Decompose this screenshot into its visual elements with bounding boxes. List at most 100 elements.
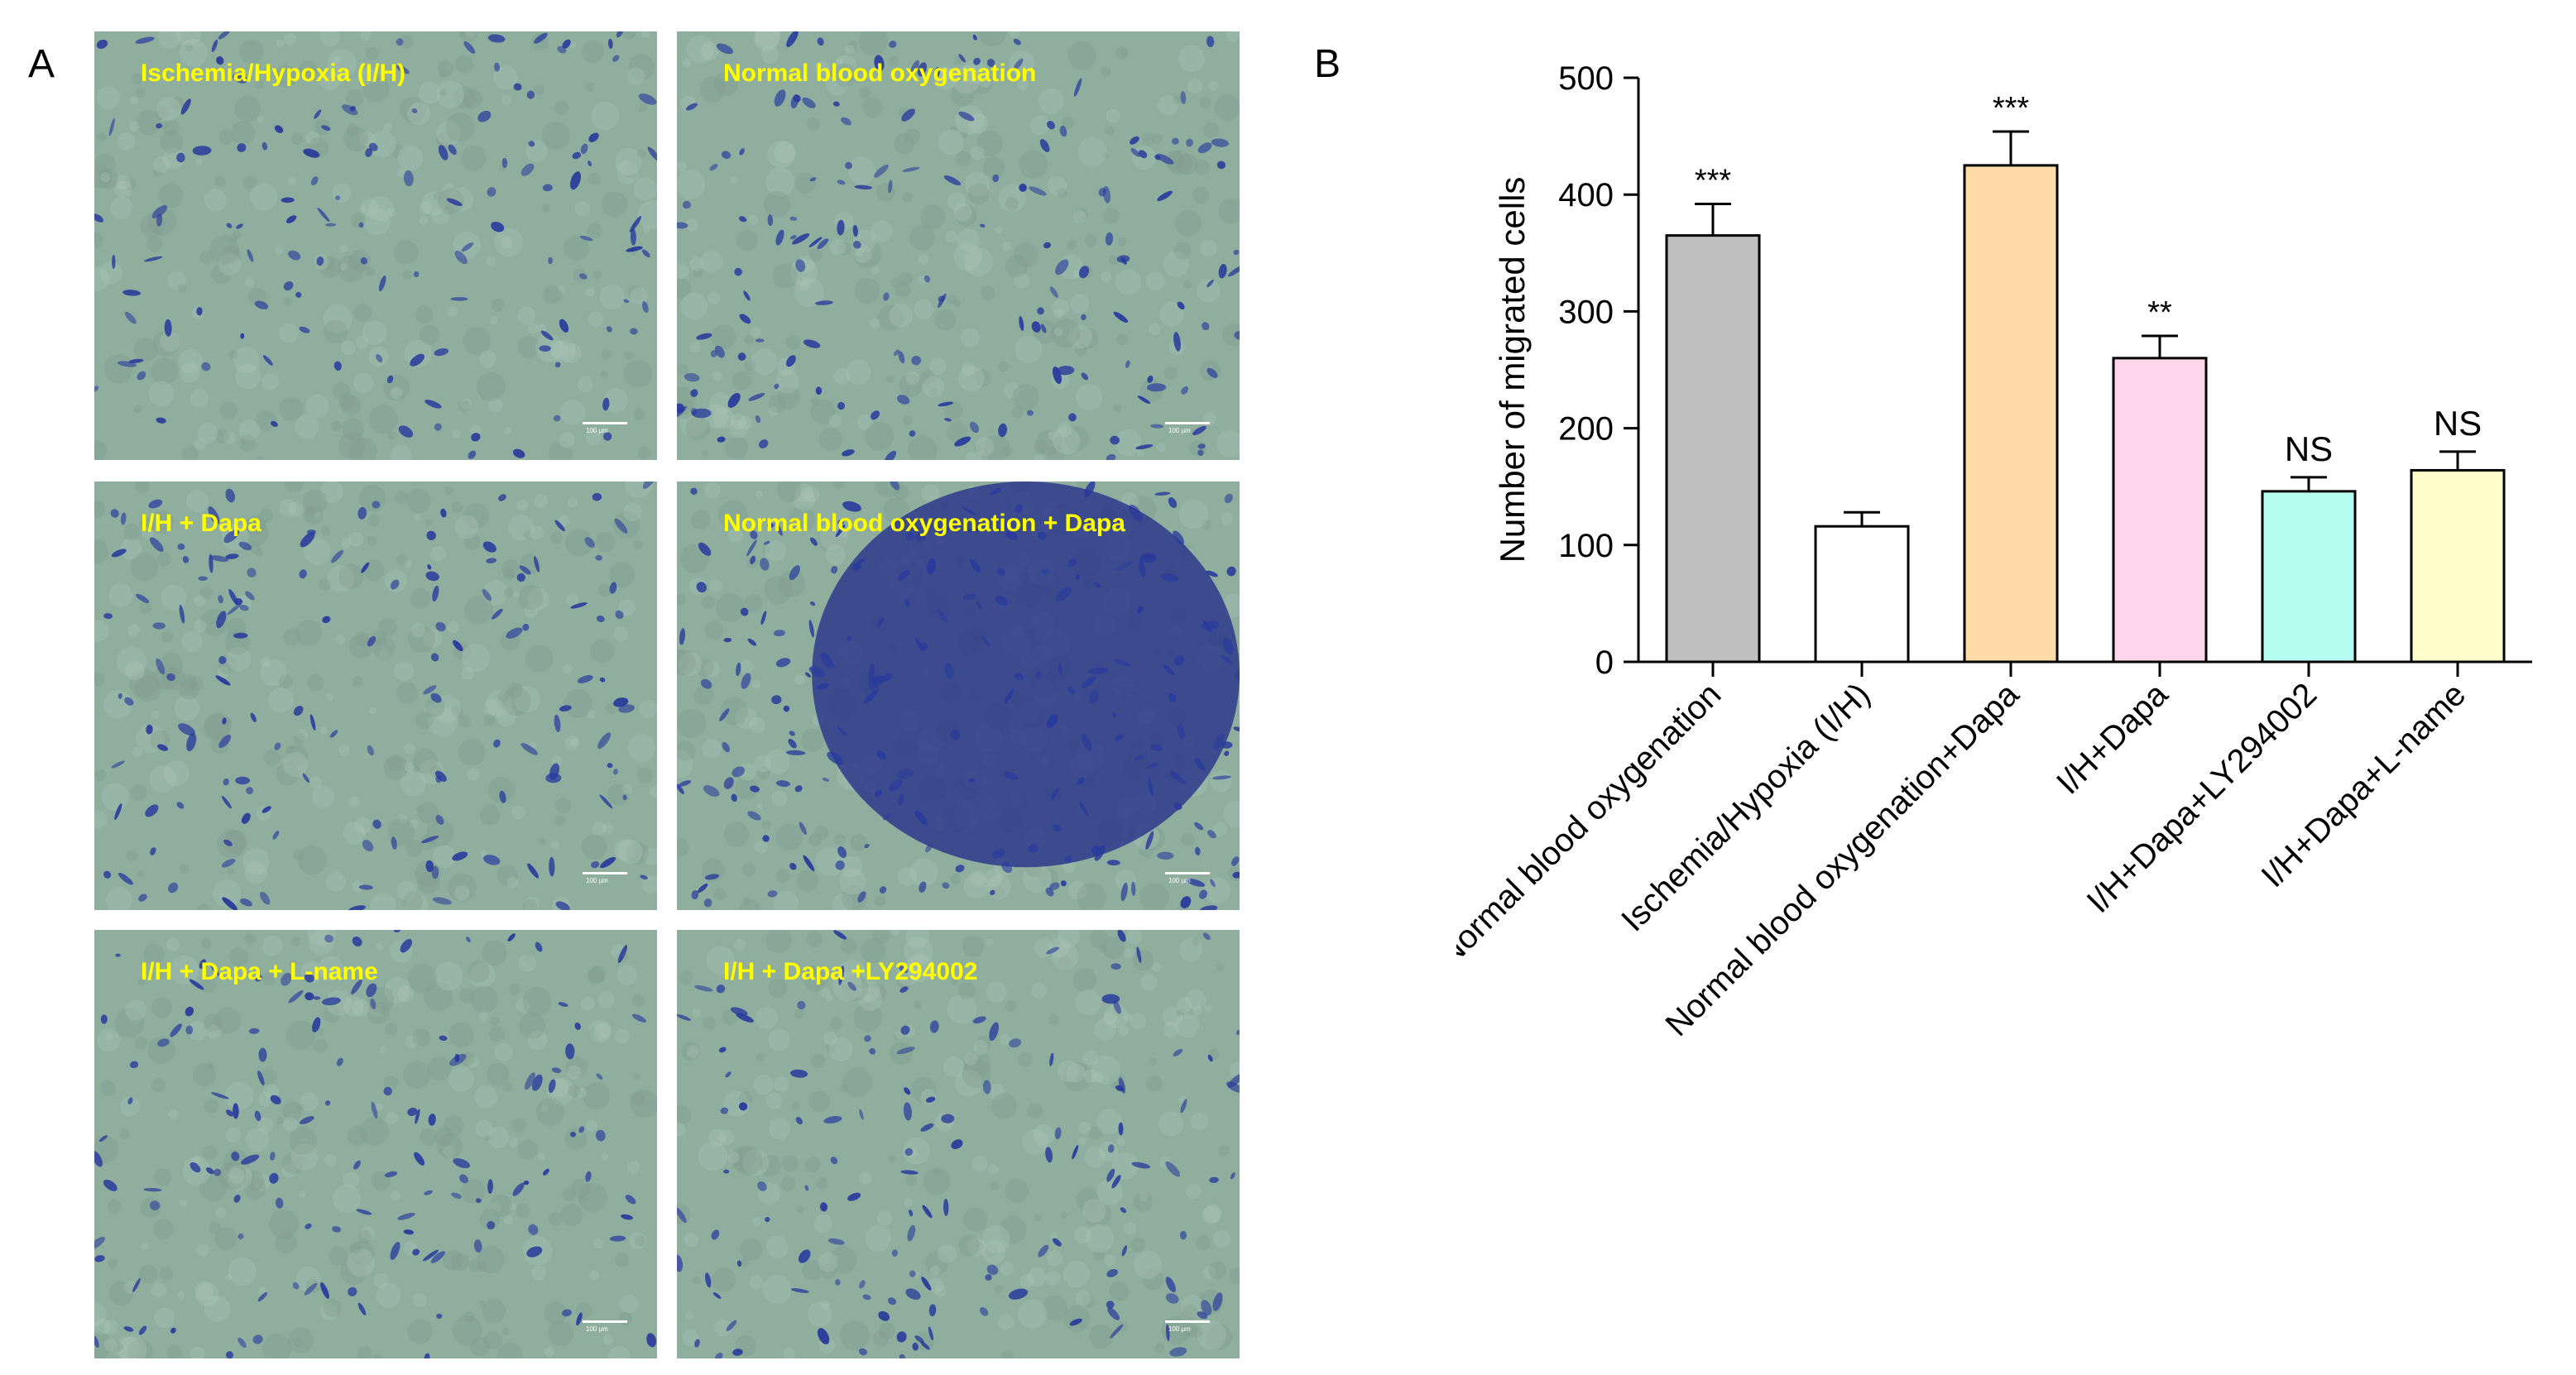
stained-cell [305,1223,312,1229]
micrograph-panel: Normal blood oxygenation + Dapa 100 μm [677,481,1240,910]
stained-cell [222,717,227,725]
stained-cell [324,934,333,943]
stained-cell [1231,856,1240,866]
stained-cell [602,397,610,411]
stained-cell [1165,1161,1181,1177]
stained-cell [1110,435,1120,445]
stained-cell [430,1251,445,1263]
stained-cell [223,529,240,544]
stained-cell [425,400,442,409]
stained-cell [914,810,928,826]
stained-cell [372,819,381,829]
stained-cell [179,604,185,624]
stained-cell [557,46,567,54]
stained-cell [609,1235,626,1242]
stained-cell [640,874,648,880]
panel-b-letter: B [1314,42,1341,86]
stained-cell [700,678,712,689]
stained-cell [336,1057,343,1066]
stained-cell [262,355,273,366]
stained-cell [554,714,561,732]
stained-cell [310,176,319,186]
stained-cell [1168,497,1178,509]
stained-cell [731,793,737,802]
stained-cell [199,959,207,970]
stained-cell [716,985,726,994]
stained-cell [1150,424,1164,429]
stained-cell [223,778,229,786]
stained-cell [774,383,780,390]
stained-cell [943,418,952,422]
stained-cell [1049,1052,1054,1066]
stained-cell [919,881,927,893]
stained-cell [1173,530,1185,545]
stained-cell [370,999,377,1009]
stained-cell [837,401,846,410]
stained-cell [578,273,588,280]
stained-cell [760,558,770,571]
stained-cell [786,31,799,48]
stained-cell [719,708,730,721]
stained-cell [903,1102,912,1121]
stained-cell [274,125,284,133]
stained-cell [424,1353,430,1358]
stained-cell [250,712,257,722]
stained-cell [1224,750,1230,756]
stained-cell [690,408,698,415]
stained-cell [785,355,796,367]
stained-cell [427,564,432,570]
stained-cell [362,840,374,852]
stained-cell [1111,963,1121,970]
stained-cell [378,275,386,292]
stained-cell [1060,880,1067,887]
stained-cell [679,780,692,787]
micrograph-panel: I/H + Dapa 100 μm [94,481,657,910]
stained-cell [1029,186,1047,196]
stained-cell [305,992,314,1001]
stained-cell [760,611,767,625]
stained-cell [1199,905,1218,910]
stained-cell [938,295,945,302]
stained-cell [1209,1176,1219,1183]
stained-cell [1154,155,1161,160]
stained-cell [750,530,758,539]
stained-cell [738,216,747,223]
stained-cell [577,675,593,683]
scale-bar-line [1165,872,1210,874]
stained-cell [565,1043,575,1060]
stained-cell [757,1181,767,1191]
stained-cell [1197,142,1212,154]
stained-cell [320,1282,329,1299]
stained-cell [928,1326,933,1341]
micrograph-image [94,31,657,460]
stained-cell [579,235,593,242]
stained-cell [271,420,278,427]
stained-cell [904,1147,914,1157]
stained-cell [1139,558,1146,578]
stained-cell [909,1270,916,1277]
stained-cell [415,1109,420,1124]
micrograph-label: I/H + Dapa [141,510,261,537]
stained-cell [255,975,263,982]
stained-cell [578,1126,585,1133]
stained-cell [1115,561,1134,571]
stained-cell [679,628,686,645]
stained-cell [516,573,525,582]
stained-cell [539,345,551,352]
stained-cell [1206,36,1215,47]
stained-cell [1067,558,1077,568]
stained-cell [904,599,910,607]
stained-cell [976,601,982,610]
stained-cell [227,602,242,616]
stained-cell [209,555,229,563]
stained-cell [549,856,555,877]
stained-cell [615,610,624,620]
micrograph-label: Normal blood oxygenation + Dapa [723,510,1125,537]
stained-cell [247,568,257,577]
stained-cell [1075,574,1080,581]
stained-cell [426,530,436,540]
stained-cell [603,432,612,441]
stained-cell [1046,714,1058,728]
stained-cell [1078,266,1090,279]
stained-cell [148,499,163,509]
